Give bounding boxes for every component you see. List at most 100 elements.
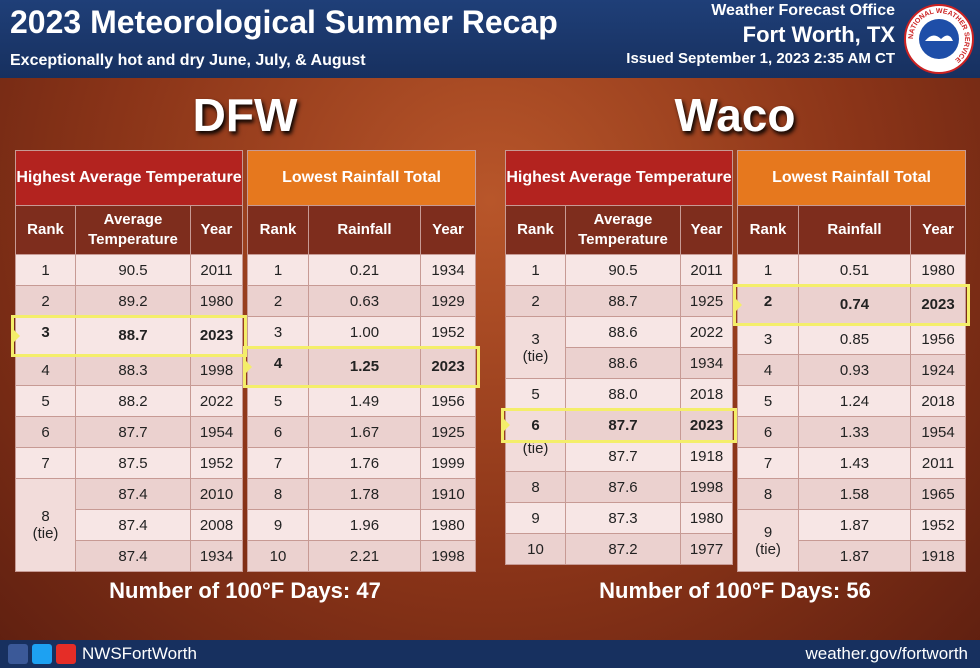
youtube-icon[interactable] xyxy=(56,644,76,664)
rank: 1 xyxy=(531,261,540,279)
twitter-icon[interactable] xyxy=(32,644,52,664)
data-row: 5 88.0 2018 xyxy=(505,378,733,410)
value-cell: 87.7 xyxy=(565,440,681,472)
rank-cell: 1 xyxy=(505,254,566,286)
rank-cell: 1 xyxy=(737,254,799,286)
column-header-row: Rank Average Temperature Year xyxy=(15,205,243,255)
year-cell: 1980 xyxy=(909,254,967,286)
rank: 4 xyxy=(41,361,50,379)
data-row: 2 0.74 2023 xyxy=(737,285,967,324)
rank-cell: 8 (tie) xyxy=(15,478,76,572)
nws-logo: NATIONAL WEATHER SERVICE xyxy=(904,4,974,74)
table-title: Highest Average Temperature xyxy=(15,150,243,206)
value-cell: 1.25 xyxy=(308,347,421,386)
data-row: 6 1.67 1925 xyxy=(247,416,477,448)
rank-cell: 10 xyxy=(505,533,566,565)
rank: 1 xyxy=(763,261,773,279)
rank-cell: 1 xyxy=(15,254,76,286)
value-cell: 88.3 xyxy=(75,354,191,386)
data-row: 2 88.7 1925 xyxy=(505,285,733,317)
year-cell: 2023 xyxy=(190,316,243,355)
value-cell: 0.74 xyxy=(798,285,911,324)
year-cell: 2011 xyxy=(680,254,733,286)
rank: 3 xyxy=(41,324,50,341)
value-cell: 87.2 xyxy=(565,533,681,565)
year-cell: 1980 xyxy=(419,509,477,541)
value-cell: 89.2 xyxy=(75,285,191,317)
year-cell: 1998 xyxy=(680,471,733,503)
year-cell: 1952 xyxy=(190,447,243,479)
value-cell: 1.00 xyxy=(308,316,421,348)
data-row: 6 1.33 1954 xyxy=(737,416,967,448)
value-cell: 1.96 xyxy=(308,509,421,541)
footer-band xyxy=(0,640,980,668)
rank: 10 xyxy=(527,540,544,558)
tie-note: (tie) xyxy=(32,525,59,542)
rank: 6 xyxy=(531,417,540,434)
year-cell: 1954 xyxy=(190,416,243,448)
rank: 1 xyxy=(41,261,50,279)
rank-cell: 9 xyxy=(505,502,566,534)
year-cell: 1918 xyxy=(909,540,967,572)
social-handle[interactable]: NWSFortWorth xyxy=(82,644,197,663)
year-cell: 2010 xyxy=(190,478,243,510)
rank-cell: 9 xyxy=(247,509,309,541)
year-cell: 1977 xyxy=(680,533,733,565)
rank-cell: 3 xyxy=(737,323,799,355)
rank: 1 xyxy=(273,261,283,279)
office: Weather Forecast Office xyxy=(711,2,895,19)
summary: Number of 100°F Days: 47 xyxy=(109,578,381,603)
column-header-row: Rank Average Temperature Year xyxy=(505,205,733,255)
value-cell: 0.85 xyxy=(798,323,911,355)
ranking-table: Highest Average Temperature Rank Average T… xyxy=(15,150,243,572)
rank: 8 xyxy=(41,508,50,525)
tie-note: (tie) xyxy=(755,540,781,558)
value-cell: 1.49 xyxy=(308,385,421,417)
rank-cell: 8 xyxy=(737,478,799,510)
data-row: 1.87 1918 xyxy=(738,540,967,572)
data-row: 7 1.76 1999 xyxy=(247,447,477,479)
value-cell: 0.63 xyxy=(308,285,421,317)
column-header: Rank xyxy=(15,205,76,255)
column-header: Year xyxy=(419,205,477,255)
rank: 9 xyxy=(763,523,773,541)
rank-cell: 3 (tie) xyxy=(505,316,566,379)
rank: 7 xyxy=(763,454,773,472)
rank-cell: 3 xyxy=(247,316,309,348)
year-cell: 2008 xyxy=(190,509,243,541)
rank-cell: 10 xyxy=(247,540,309,572)
data-row: 10 2.21 1998 xyxy=(247,540,477,572)
rank: 3 xyxy=(531,330,540,348)
table-title: Lowest Rainfall Total xyxy=(246,150,477,206)
column-header: Average Temperature xyxy=(75,205,191,255)
ranking-table: Lowest Rainfall Total Rank Rainfall Year 1 0.… xyxy=(736,150,967,572)
value-cell: 0.21 xyxy=(308,254,421,286)
rank-cell: 2 xyxy=(15,285,76,317)
rank-cell: 1 xyxy=(247,254,309,286)
rank-cell: 5 xyxy=(15,385,76,417)
data-row: 5 1.49 1956 xyxy=(247,385,477,417)
year-cell: 1980 xyxy=(190,285,243,317)
year-cell: 2022 xyxy=(680,316,733,348)
title: 2023 Meteorological Summer Recap xyxy=(10,4,558,40)
rank: 6 xyxy=(763,423,773,441)
year-cell: 2023 xyxy=(419,347,477,386)
value-cell: 87.4 xyxy=(75,509,191,541)
value-cell: 88.7 xyxy=(75,316,191,355)
rank: 2 xyxy=(763,293,773,310)
data-row: 1 90.5 2011 xyxy=(15,254,243,286)
website[interactable]: weather.gov/fortworth xyxy=(805,644,968,663)
rank: 2 xyxy=(531,292,540,310)
year-cell: 1956 xyxy=(419,385,477,417)
value-cell: 88.7 xyxy=(565,285,681,317)
rank-cell: 4 xyxy=(247,347,309,386)
year-cell: 2018 xyxy=(680,378,733,410)
title-row: Highest Average Temperature xyxy=(505,150,733,206)
column-header: Rank xyxy=(247,205,309,255)
tie-note: (tie) xyxy=(522,347,549,365)
data-row: 4 0.93 1924 xyxy=(737,354,967,386)
facebook-icon[interactable] xyxy=(8,644,28,664)
data-row: 5 88.2 2022 xyxy=(15,385,243,417)
data-row: 6 (tie) 87.7 2023 xyxy=(505,409,733,472)
value-cell: 87.3 xyxy=(565,502,681,534)
